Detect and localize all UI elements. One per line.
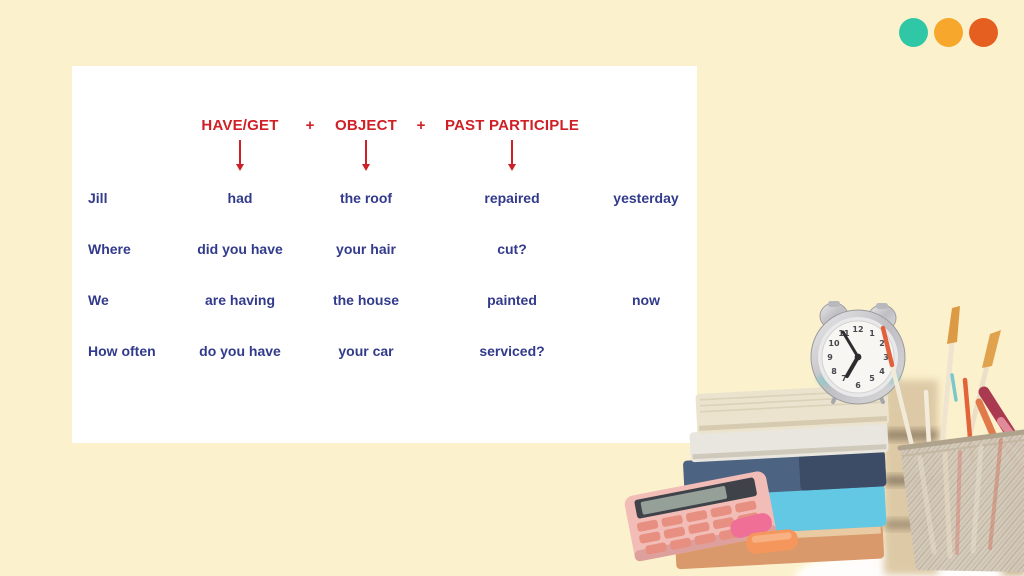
formula-have-get: HAVE/GET	[201, 117, 279, 134]
example-participle: cut?	[497, 240, 527, 257]
spacer	[595, 136, 697, 172]
example-participle: repaired	[484, 189, 540, 206]
svg-text:5: 5	[869, 374, 875, 383]
example-verb: are having	[204, 291, 276, 308]
example-verb: had	[227, 189, 253, 206]
svg-text:9: 9	[827, 353, 833, 362]
erasers	[730, 513, 799, 554]
example-subject: Where	[88, 240, 131, 257]
formula-past-participle: PAST PARTICIPLE	[444, 117, 580, 134]
spacer	[595, 116, 697, 136]
example-subject: Jill	[88, 189, 108, 206]
down-arrow-icon	[361, 140, 370, 171]
pen-cup	[880, 306, 1024, 572]
example-subject: We	[88, 291, 109, 308]
example-object: the house	[332, 291, 400, 308]
down-arrow-icon	[235, 140, 244, 171]
svg-text:3: 3	[883, 353, 889, 362]
svg-text:2: 2	[879, 339, 885, 348]
example-object: your car	[338, 342, 394, 359]
decor-dot-teal	[899, 18, 928, 47]
arrow-cell	[177, 136, 303, 172]
example-participle: serviced?	[479, 342, 545, 359]
example-subject: How often	[88, 342, 156, 359]
example-time	[595, 223, 697, 274]
example-object: your hair	[336, 240, 396, 257]
spacer	[72, 136, 177, 172]
formula-plus-sign: +	[416, 117, 426, 134]
example-participle: painted	[487, 291, 537, 308]
arrow-cell	[303, 136, 429, 172]
examples-table: HAVE/GET OBJECT PAST PARTICIPLE Jill had…	[72, 66, 697, 443]
formula-plus-sign: +	[305, 117, 315, 134]
svg-text:6: 6	[855, 381, 861, 390]
svg-text:4: 4	[879, 367, 885, 376]
formula-object: OBJECT	[334, 117, 398, 134]
svg-text:10: 10	[828, 339, 840, 348]
example-verb: did you have	[197, 240, 283, 257]
decor-dot-orange	[969, 18, 998, 47]
spacer	[72, 116, 177, 136]
svg-text:12: 12	[852, 325, 863, 334]
desk-photo: 12 1 2 3 4 5 6 7 8 9 10 11	[624, 301, 1024, 576]
down-arrow-icon	[507, 140, 516, 171]
svg-text:8: 8	[831, 367, 837, 376]
alarm-clock: 12 1 2 3 4 5 6 7 8 9 10 11	[810, 301, 906, 405]
decor-dot-amber	[934, 18, 963, 47]
example-verb: do you have	[199, 342, 281, 359]
decor-dots	[899, 18, 998, 47]
example-time: now	[632, 291, 660, 308]
example-time: yesterday	[613, 189, 679, 206]
svg-text:1: 1	[869, 329, 875, 338]
arrow-cell	[429, 136, 595, 172]
grammar-card: + + HAVE/GET OBJECT PAST PARTICIPLE Jill…	[72, 66, 697, 443]
example-object: the roof	[339, 189, 393, 206]
svg-text:7: 7	[841, 374, 847, 383]
